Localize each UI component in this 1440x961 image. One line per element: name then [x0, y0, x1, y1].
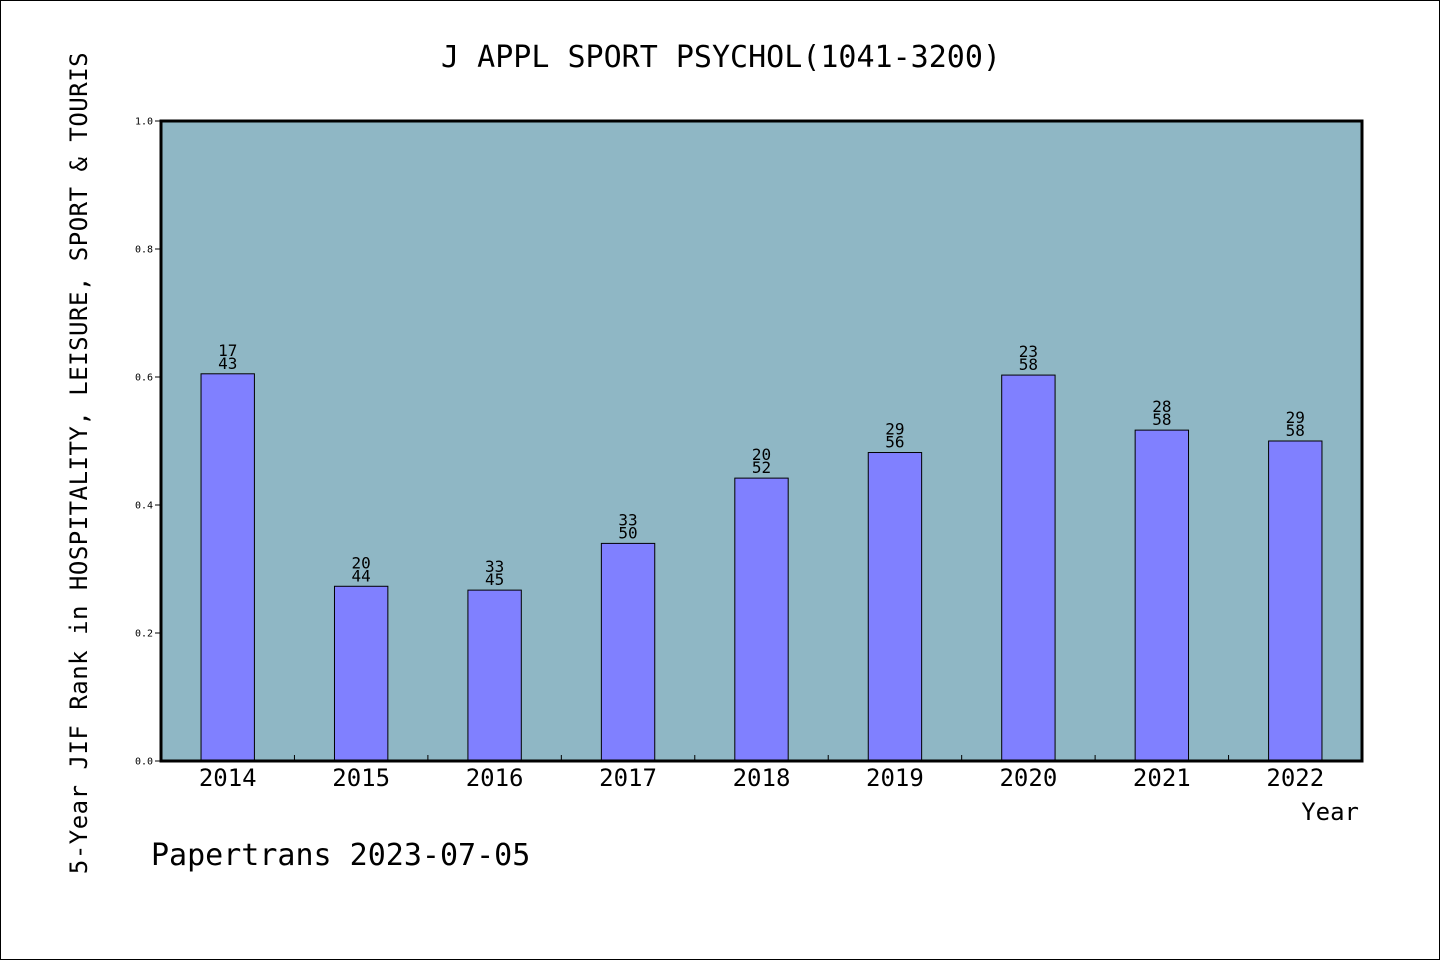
data-label-rank: 20: [752, 445, 771, 464]
data-label-rank: 29: [1286, 408, 1305, 427]
data-label-rank: 28: [1152, 397, 1171, 416]
data-label-rank: 17: [218, 341, 237, 360]
y-tick-label: 0.0: [135, 757, 153, 768]
bar: [1001, 374, 1056, 762]
data-label-rank: 20: [352, 553, 371, 572]
bar: [734, 477, 789, 762]
bars: [200, 373, 1323, 762]
y-axis-label: 5-Year JIF Rank in HOSPITALITY, LEISURE,…: [65, 52, 93, 874]
y-tick-label: 1.0: [135, 117, 153, 128]
bar: [600, 542, 656, 762]
data-label-rank: 29: [885, 420, 904, 439]
x-tick-label: 2020: [999, 764, 1057, 792]
x-tick-label: 2016: [466, 764, 524, 792]
data-label-rank: 23: [1019, 342, 1038, 361]
bar: [1134, 429, 1190, 762]
bar: [467, 589, 522, 762]
chart-title: J APPL SPORT PSYCHOL(1041-3200): [441, 40, 1001, 75]
x-axis: 2014 2015 2016 2017 2018 2019 2020 2021 2022: [199, 755, 1324, 792]
x-tick-label: 2022: [1266, 764, 1324, 792]
x-axis-label: Year: [1301, 798, 1359, 826]
bar: [333, 585, 389, 762]
data-label-total: 44: [352, 566, 371, 585]
x-tick-label: 2018: [733, 764, 791, 792]
bar: [1268, 440, 1323, 762]
bar: [200, 373, 255, 762]
data-label-total: 58: [1019, 355, 1038, 374]
plot-frame: [159, 119, 1364, 763]
data-label-total: 58: [1286, 421, 1305, 440]
x-tick-label: 2014: [199, 764, 257, 792]
y-tick-label: 0.6: [135, 373, 153, 384]
x-tick-label: 2019: [866, 764, 924, 792]
x-tick-label: 2017: [599, 764, 657, 792]
y-axis: 0.0 0.2 0.4 0.6 0.8 1.0: [135, 117, 161, 768]
x-tick-label: 2015: [332, 764, 390, 792]
data-label-rank: 33: [618, 510, 637, 529]
y-tick-label: 0.2: [135, 629, 153, 640]
y-tick-label: 0.8: [135, 245, 153, 256]
x-tick-label: 2021: [1133, 764, 1191, 792]
data-label-total: 45: [485, 570, 504, 589]
data-label-total: 52: [752, 458, 771, 477]
data-label-total: 43: [218, 354, 237, 373]
data-label-total: 50: [618, 523, 637, 542]
data-label-total: 56: [885, 433, 904, 452]
data-label-total: 58: [1152, 410, 1171, 429]
bar: [867, 452, 923, 762]
y-tick-label: 0.4: [135, 501, 153, 512]
footer-credit: Papertrans 2023-07-05: [151, 838, 530, 873]
data-label-rank: 33: [485, 557, 504, 576]
